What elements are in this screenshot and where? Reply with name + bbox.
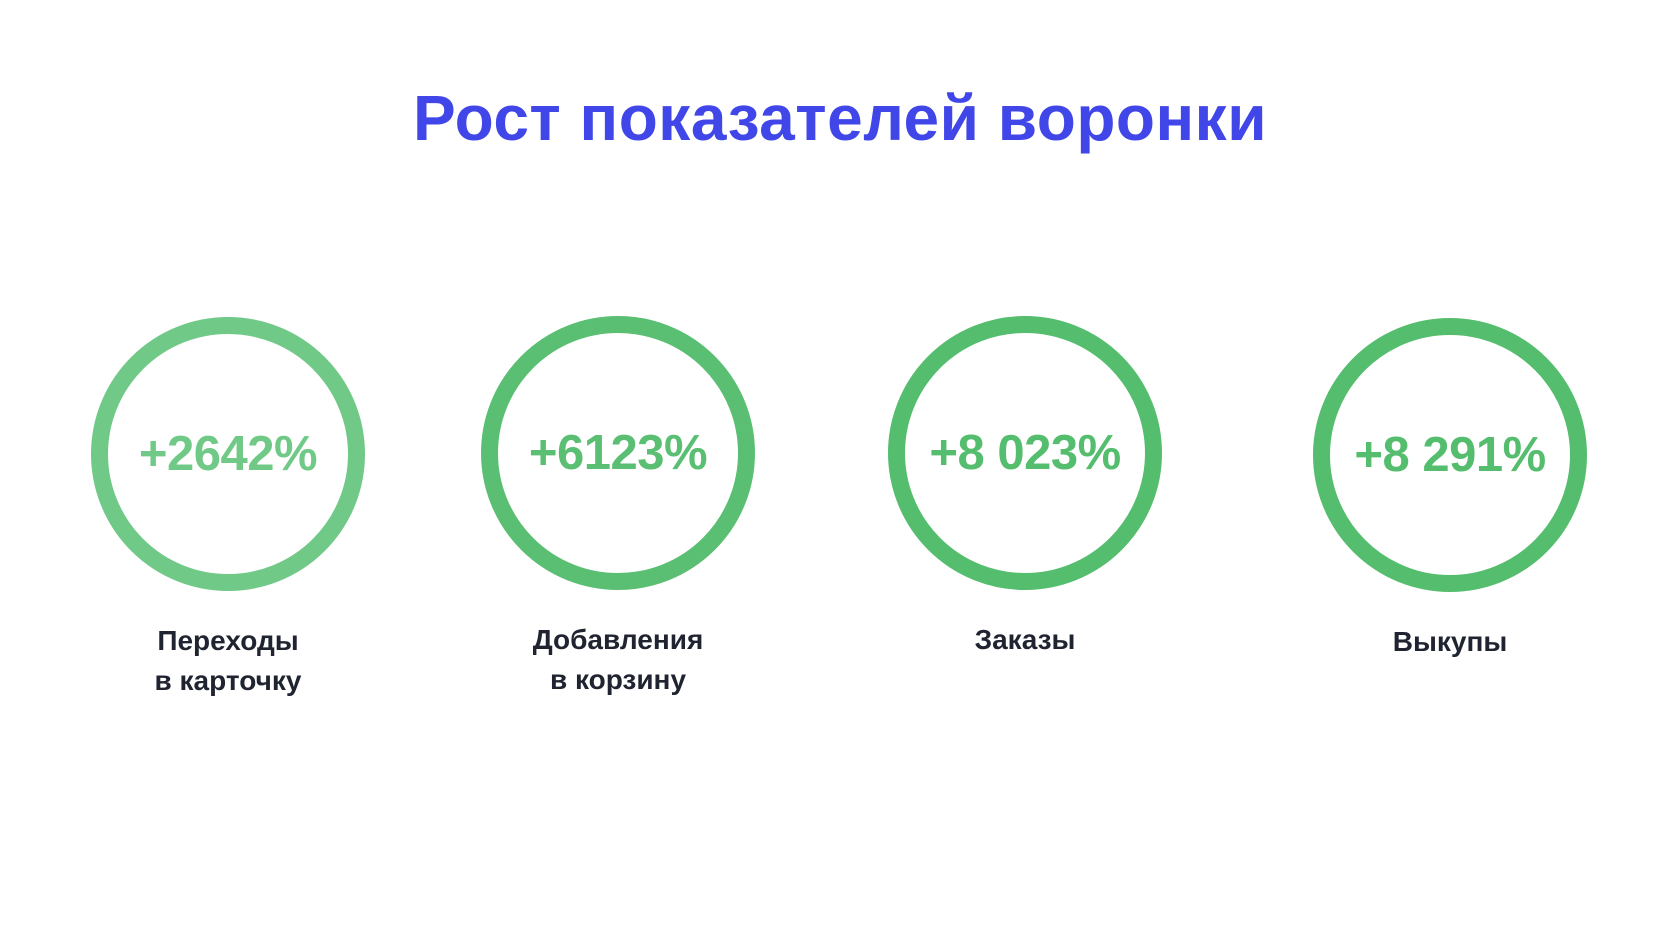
metric-card-card-clicks: +2642% Переходы в карточку [88, 317, 368, 701]
metric-label: Заказы [885, 620, 1165, 660]
progress-ring: +8 023% [888, 316, 1162, 590]
metric-label-line-1: Добавления [532, 624, 704, 655]
metric-label: Переходы в карточку [88, 621, 368, 701]
slide-title: Рост показателей воронки [412, 82, 1268, 154]
progress-ring: +8 291% [1313, 318, 1587, 592]
metric-label-line-2: в корзину [549, 664, 687, 695]
metric-card-purchases: +8 291% Выкупы [1310, 318, 1590, 662]
metric-value: +2642% [138, 427, 318, 481]
metric-card-add-to-cart: +6123% Добавления в корзину [478, 316, 758, 700]
metric-value: +8 023% [929, 426, 1121, 480]
progress-ring: +2642% [91, 317, 365, 591]
metric-card-orders: +8 023% Заказы [885, 316, 1165, 660]
metric-value: +8 291% [1354, 428, 1546, 482]
metric-value: +6123% [528, 426, 708, 480]
progress-ring: +6123% [481, 316, 755, 590]
metric-label-line-1: Выкупы [1392, 626, 1508, 657]
metric-label-line-1: Заказы [974, 624, 1076, 655]
metric-label-line-1: Переходы [157, 625, 299, 656]
metric-label-line-2: в карточку [154, 665, 302, 696]
metric-label: Добавления в корзину [478, 620, 758, 700]
metric-label: Выкупы [1310, 622, 1590, 662]
